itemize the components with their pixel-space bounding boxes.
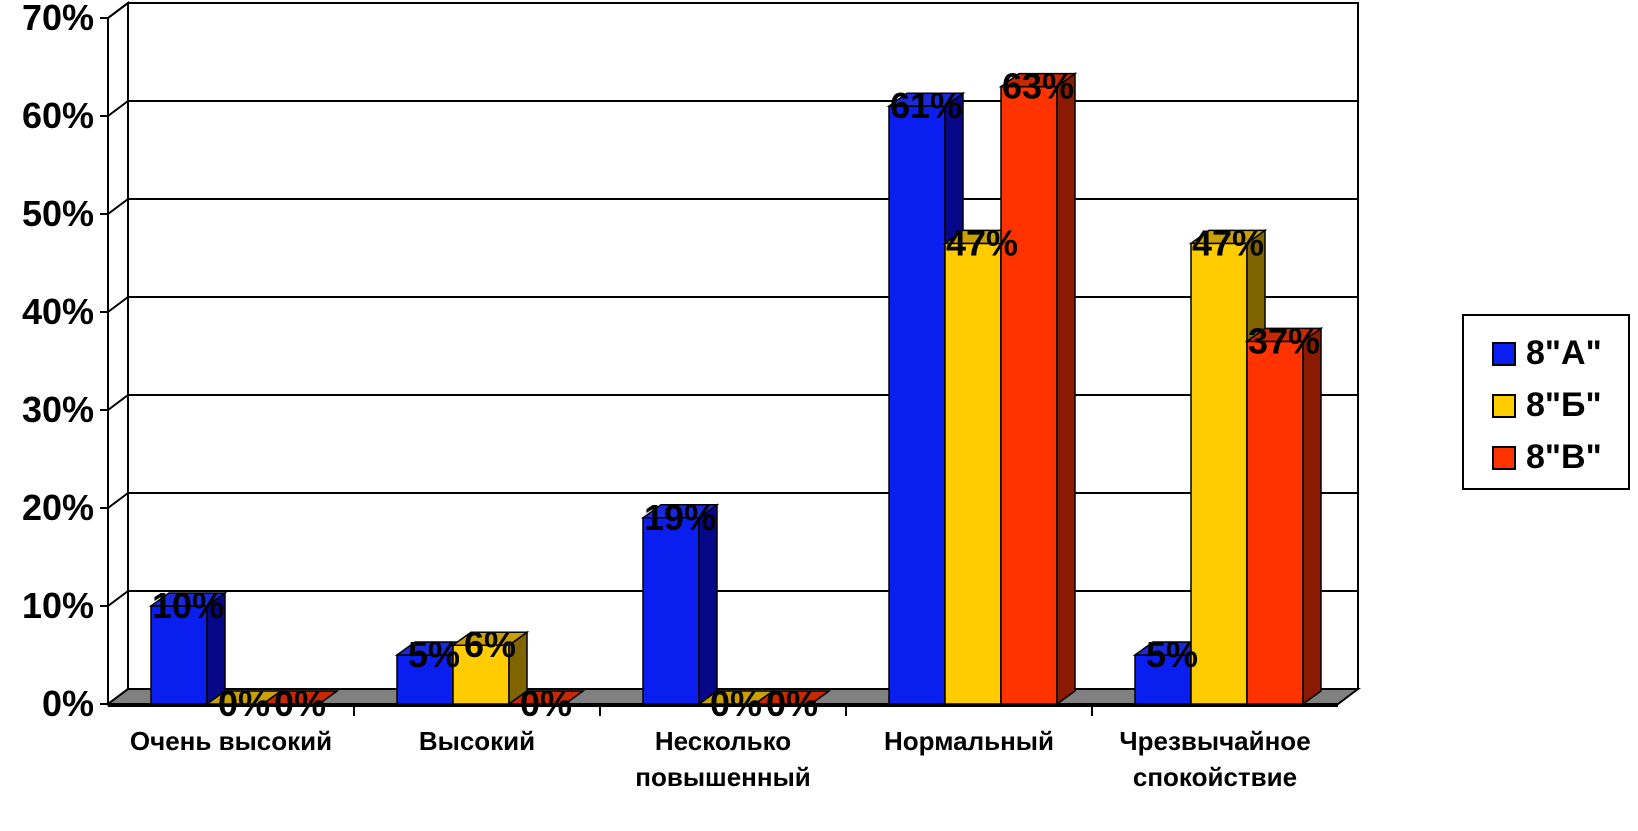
back-wall xyxy=(127,2,1359,690)
gridline-side xyxy=(107,394,129,411)
legend-item-8b: 8"Б" xyxy=(1492,386,1602,425)
data-label: 37% xyxy=(1248,320,1320,361)
y-tick-label: 10% xyxy=(22,585,94,626)
bar-top xyxy=(1244,327,1324,343)
bar xyxy=(1000,85,1058,705)
y-tick-label: 20% xyxy=(22,487,94,528)
legend-swatch-8b xyxy=(1492,393,1516,418)
legend-label-8b: 8"Б" xyxy=(1526,386,1602,424)
bar-top xyxy=(506,690,586,705)
bar xyxy=(150,605,208,705)
gridline-side xyxy=(107,198,129,215)
bar-top xyxy=(148,592,228,607)
data-label: 19% xyxy=(644,497,716,538)
gridline-side xyxy=(107,296,129,313)
bar-top xyxy=(886,92,966,107)
bar-side xyxy=(1056,72,1076,706)
y-tick-label: 40% xyxy=(22,291,94,332)
y-tick-label: 50% xyxy=(22,193,94,234)
legend-swatch-8v xyxy=(1492,445,1516,470)
data-label: 6% xyxy=(464,624,516,665)
legend-item-8v: 8"В" xyxy=(1492,438,1602,477)
data-label: 10% xyxy=(152,585,224,626)
data-label: 61% xyxy=(890,85,962,126)
bar-top xyxy=(1188,229,1268,245)
data-label: 0% xyxy=(274,683,326,724)
data-label: 5% xyxy=(1146,634,1198,675)
gridline-side xyxy=(107,590,129,607)
legend: 8"А" 8"Б" 8"В" xyxy=(1462,314,1630,490)
data-label: 47% xyxy=(1192,222,1264,263)
bar xyxy=(1246,340,1304,705)
x-tick-label: Несколько повышенный xyxy=(635,726,811,792)
legend-label-8a: 8"А" xyxy=(1526,334,1602,372)
legend-item-8a: 8"А" xyxy=(1492,334,1602,373)
bar-top xyxy=(998,72,1078,88)
gridline-side xyxy=(107,100,129,117)
data-label: 0% xyxy=(766,683,818,724)
bar-top xyxy=(640,504,720,519)
y-tick-label: 0% xyxy=(42,683,94,724)
data-label: 0% xyxy=(218,683,270,724)
x-tick-label: Высокий xyxy=(419,726,535,756)
gridline-side xyxy=(107,492,129,509)
bar-top xyxy=(260,690,340,705)
bar xyxy=(642,517,700,705)
y-tick-label: 30% xyxy=(22,389,94,430)
bar xyxy=(452,644,510,705)
x-tick-label: Нормальный xyxy=(884,726,1054,756)
bar xyxy=(1134,654,1192,705)
x-tick-label: Очень высокий xyxy=(130,726,332,756)
data-label: 0% xyxy=(520,683,572,724)
bar xyxy=(944,242,1002,705)
data-label: 63% xyxy=(1002,66,1074,107)
y-tick-label: 70% xyxy=(22,0,94,38)
bar-top xyxy=(752,690,832,705)
gridline-side xyxy=(107,2,129,19)
bar xyxy=(1190,242,1248,705)
data-label: 5% xyxy=(408,634,460,675)
legend-swatch-8a xyxy=(1492,341,1516,366)
y-tick-label: 60% xyxy=(22,95,94,136)
data-label: 0% xyxy=(710,683,762,724)
bar xyxy=(888,105,946,705)
legend-label-8v: 8"В" xyxy=(1526,438,1602,476)
bar-side xyxy=(1302,326,1322,706)
data-label: 47% xyxy=(946,222,1018,263)
bar-top xyxy=(450,631,530,646)
x-tick-label: Чрезвычайное спокойствие xyxy=(1119,726,1310,792)
